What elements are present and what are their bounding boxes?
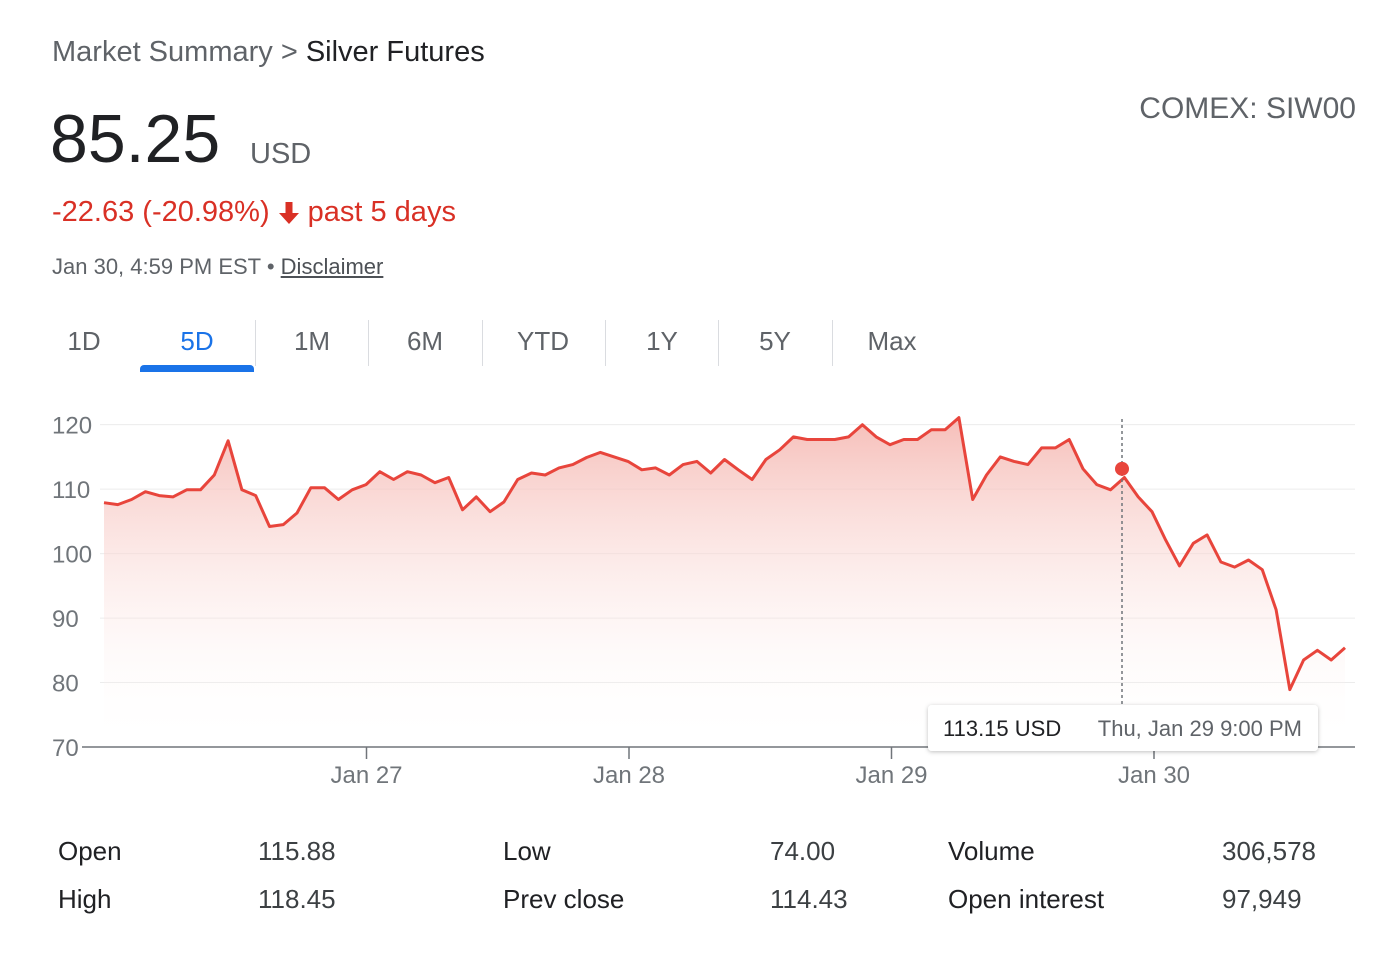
stat-label: Open interest xyxy=(948,884,1105,914)
price-line xyxy=(103,416,1346,692)
tab-separator xyxy=(368,320,369,366)
y-tick-label: 110 xyxy=(52,477,90,504)
y-tick-label: 70 xyxy=(52,735,79,762)
hover-dot xyxy=(1115,461,1129,476)
range-tab[interactable]: 1M xyxy=(293,326,331,356)
range-tab[interactable]: 1D xyxy=(67,326,101,356)
tab-separator xyxy=(255,320,256,366)
timestamp: Jan 30, 4:59 PM EST xyxy=(52,254,261,279)
breadcrumb: Market Summary > Silver Futures xyxy=(52,36,485,69)
stat-label: Volume xyxy=(948,836,1035,866)
tooltip-value: 113.15 USD xyxy=(943,716,1061,741)
active-tab-indicator xyxy=(140,365,254,372)
range-tab[interactable]: 6M xyxy=(406,326,444,356)
tab-separator xyxy=(605,320,606,366)
breadcrumb-root[interactable]: Market Summary xyxy=(52,36,273,68)
tooltip-time: Thu, Jan 29 9:00 PM xyxy=(1098,716,1302,741)
stat-label: Low xyxy=(503,836,551,866)
change-period: past 5 days xyxy=(307,196,456,228)
x-tick-label: Jan 29 xyxy=(855,762,927,789)
stat-label: Open xyxy=(58,836,122,866)
stat-value: 74.00 xyxy=(770,836,836,866)
stat-label: High xyxy=(58,884,112,914)
x-tick-label: Jan 30 xyxy=(1118,762,1190,789)
stat-label: Prev close xyxy=(503,884,625,914)
range-tab[interactable]: 1Y xyxy=(646,326,678,356)
price: 85.25 xyxy=(50,101,221,177)
range-tab[interactable]: Max xyxy=(867,326,917,356)
stat-value: 97,949 xyxy=(1222,884,1302,914)
y-tick-label: 90 xyxy=(52,606,79,633)
tab-separator xyxy=(832,320,833,366)
breadcrumb-separator: > xyxy=(280,36,298,68)
area xyxy=(104,417,1345,747)
tab-separator xyxy=(482,320,483,366)
tab-separator xyxy=(718,320,719,366)
y-tick-label: 80 xyxy=(52,671,79,698)
stat-value: 118.45 xyxy=(258,884,336,914)
range-tab[interactable]: YTD xyxy=(517,326,569,356)
tooltip xyxy=(928,705,1318,751)
breadcrumb-current: Silver Futures xyxy=(305,36,485,68)
chart: 70 80 90 100 110 120 Jan 27 Jan 28 Jan 29 Jan 30 1… xyxy=(52,413,1355,789)
exchange: COMEX: SIW00 xyxy=(1139,92,1356,125)
timestamp-row: Jan 30, 4:59 PM EST • Disclaimer xyxy=(52,254,383,280)
stat-value: 114.43 xyxy=(770,884,848,914)
down-arrow xyxy=(278,201,299,224)
disclaimer-link[interactable]: Disclaimer xyxy=(280,254,384,279)
y-tick-label: 100 xyxy=(52,542,92,569)
x-tick-label: Jan 27 xyxy=(330,762,402,789)
x-tick-label: Jan 28 xyxy=(593,762,665,789)
stat-value: 115.88 xyxy=(258,836,336,866)
range-tab[interactable]: 5D xyxy=(180,326,214,356)
change-value: -22.63 (-20.98%) xyxy=(52,196,270,228)
timestamp-separator: • xyxy=(266,254,275,279)
y-tick-label: 120 xyxy=(52,413,92,440)
currency: USD xyxy=(250,138,312,170)
change: -22.63 (-20.98%) past 5 days xyxy=(52,196,456,229)
stat-value: 306,578 xyxy=(1222,836,1316,866)
range-tab[interactable]: 5Y xyxy=(759,326,791,356)
